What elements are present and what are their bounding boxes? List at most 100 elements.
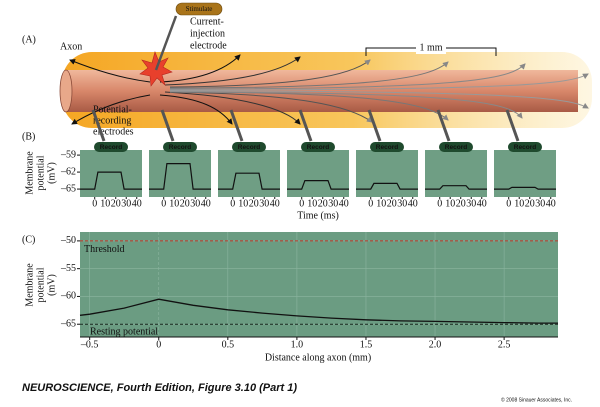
x-tick-label: 20 <box>318 198 328 209</box>
electrode-label: injection <box>190 28 225 39</box>
y-axis-label: potential <box>35 155 46 190</box>
arrow <box>164 56 301 86</box>
x-axis-label: Time (ms) <box>297 210 339 221</box>
x-tick-label: 30 <box>535 198 545 209</box>
arrow <box>159 94 233 125</box>
x-tick-label: 10 <box>100 198 110 209</box>
x-tick-label: 30 <box>121 198 131 209</box>
x-tick-label: 40 <box>408 198 418 209</box>
x-tick-label: 0 <box>230 198 235 209</box>
scale-bar-label: 1 mm <box>419 42 442 53</box>
trace <box>287 180 349 190</box>
record-badge <box>301 142 335 152</box>
panel-label: (A) <box>22 34 36 45</box>
x-tick-label: 0 <box>299 198 304 209</box>
y-tick-label: –50 <box>60 235 76 246</box>
y-axis-label: potential <box>35 267 46 302</box>
axon-label: Axon <box>60 41 82 52</box>
scale-bar-bg <box>416 42 446 54</box>
y-tick-label: –62 <box>60 166 76 177</box>
x-tick-label: 40 <box>132 198 142 209</box>
x-axis-label: Distance along axon (mm) <box>265 352 371 363</box>
arrow <box>169 91 523 119</box>
arrow <box>169 90 589 109</box>
record-label: Record <box>514 144 536 151</box>
plot-area <box>149 150 211 197</box>
record-badge <box>508 142 542 152</box>
x-tick-label: 40 <box>270 198 280 209</box>
x-tick-label: 20 <box>249 198 259 209</box>
record-badge <box>439 142 473 152</box>
x-tick-label: 2.0 <box>429 339 442 350</box>
electrode-label: electrodes <box>93 126 134 137</box>
y-axis-label: (mV) <box>46 274 57 296</box>
record-badge <box>94 142 128 152</box>
trace <box>356 182 418 190</box>
record-badge <box>370 142 404 152</box>
y-tick-label: –55 <box>60 263 76 274</box>
arrow <box>169 91 373 123</box>
y-axis-label: Membrane <box>24 263 35 307</box>
record-badge <box>163 142 197 152</box>
recording-electrode <box>229 109 244 142</box>
trace <box>149 163 211 190</box>
y-axis-label: (mV) <box>46 162 57 184</box>
trace <box>218 172 280 190</box>
x-tick-label: 0.5 <box>222 339 235 350</box>
recording-electrode <box>367 109 382 142</box>
potential-curve <box>79 298 558 324</box>
y-tick-label: –59 <box>60 149 76 160</box>
electrode-label: electrode <box>190 40 227 51</box>
panel-label: (C) <box>22 234 35 245</box>
recording-electrode <box>436 109 451 142</box>
x-tick-label: 30 <box>328 198 338 209</box>
x-tick-label: 30 <box>466 198 476 209</box>
record-label: Record <box>445 144 467 151</box>
x-tick-label: 10 <box>514 198 524 209</box>
x-tick-label: 40 <box>477 198 487 209</box>
x-tick-label: 20 <box>525 198 535 209</box>
arrow <box>71 94 151 125</box>
plot-area <box>80 232 558 337</box>
record-label: Record <box>376 144 398 151</box>
x-tick-label: 30 <box>259 198 269 209</box>
plot-area <box>425 150 487 197</box>
y-tick-label: –65 <box>60 183 76 194</box>
plot-area <box>287 150 349 197</box>
record-badge <box>232 142 266 152</box>
record-label: Record <box>169 144 191 151</box>
injection-electrode <box>154 15 178 71</box>
x-tick-label: 20 <box>111 198 121 209</box>
x-tick-label: 40 <box>339 198 349 209</box>
x-tick-label: 1.0 <box>291 339 304 350</box>
caption: NEUROSCIENCE, Fourth Edition, Figure 3.1… <box>22 382 297 394</box>
x-tick-label: –0.5 <box>80 339 99 350</box>
x-tick-label: 20 <box>387 198 397 209</box>
electrode-label: Potential- <box>93 104 132 115</box>
x-tick-label: 20 <box>456 198 466 209</box>
x-tick-label: 0 <box>368 198 373 209</box>
recording-electrode <box>160 109 175 142</box>
x-tick-label: 1.5 <box>360 339 373 350</box>
resting-label: Resting potential <box>90 327 158 338</box>
axon-body <box>66 70 578 112</box>
record-label: Record <box>238 144 260 151</box>
plot-area <box>356 150 418 197</box>
threshold-label: Threshold <box>84 244 125 255</box>
x-tick-label: 10 <box>169 198 179 209</box>
trace <box>80 171 142 190</box>
record-label: Record <box>100 144 122 151</box>
stimulate-label: Stimulate <box>186 5 213 13</box>
x-tick-label: 0 <box>161 198 166 209</box>
trace <box>425 185 487 190</box>
arrow <box>169 59 371 88</box>
current-arrows <box>69 54 589 125</box>
plot-area <box>494 150 556 197</box>
arrow <box>169 73 589 91</box>
x-tick-label: 0 <box>506 198 511 209</box>
recording-electrode <box>91 109 106 142</box>
record-label: Record <box>307 144 329 151</box>
arrow <box>164 91 301 125</box>
x-tick-label: 2.5 <box>498 339 511 350</box>
